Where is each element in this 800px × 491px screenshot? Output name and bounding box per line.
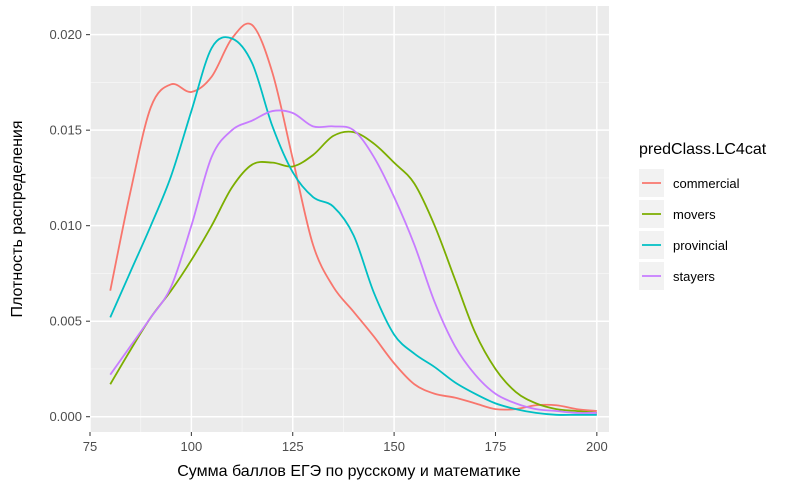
legend-label-commercial: commercial [673,176,740,191]
legend-label-stayers: stayers [673,269,715,284]
x-tick-label: 100 [181,439,203,454]
x-axis: 75 100 125 150 175 200 [83,432,608,454]
y-axis-title: Плотность распределения [9,120,26,317]
x-tick-label: 75 [83,439,97,454]
x-tick-label: 175 [485,439,507,454]
series-line-stayers [109,109,597,414]
y-axis: 0.000 0.005 0.010 0.015 0.020 [49,27,90,424]
y-tick-label: 0.010 [49,218,82,233]
x-tick-label: 150 [383,439,405,454]
y-tick-label: 0.000 [49,409,82,424]
series-line-movers [109,130,597,414]
y-tick-label: 0.015 [49,123,82,138]
legend-label-movers: movers [673,207,716,222]
legend-label-provincial: provincial [673,238,728,253]
legend-title: predClass.LC4cat [639,141,767,158]
x-tick-label: 125 [282,439,304,454]
y-tick-label: 0.005 [49,314,82,329]
legend-items: commercial movers provincial stayers [639,169,740,290]
x-axis-title: Сумма баллов ЕГЭ по русскому и математик… [177,463,521,480]
series-line-provincial [109,36,597,416]
plot-panel [90,6,609,432]
y-tick-label: 0.020 [49,27,82,42]
legend: predClass.LC4cat commercial movers provinc… [639,141,767,290]
x-tick-label: 200 [586,439,608,454]
series-lines [109,22,597,416]
